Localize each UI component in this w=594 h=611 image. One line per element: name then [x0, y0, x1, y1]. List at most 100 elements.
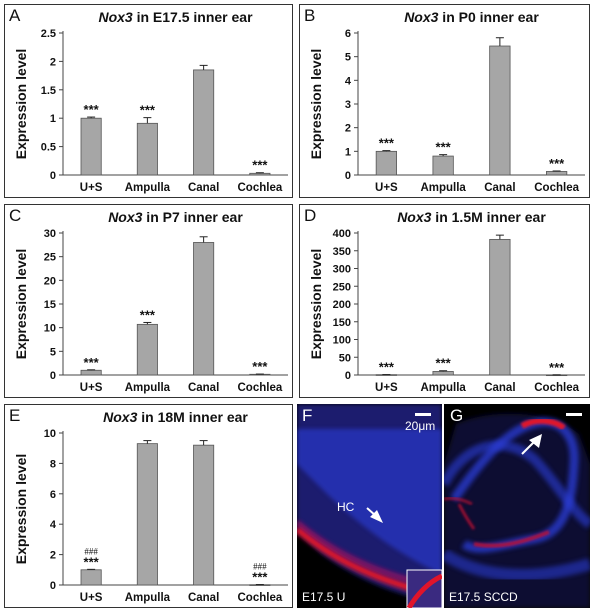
chart-title: Nox3 in 18M inner ear — [103, 409, 248, 425]
micrograph-f: F 20μm HC E17.5 U — [297, 404, 442, 608]
panel-c: Nox3 in P7 inner ear Expression level 0 5 10… — [4, 204, 293, 398]
x-tick-label: U+S — [375, 382, 398, 394]
x-tick-label: U+S — [375, 182, 398, 194]
y-tick-label: 20 — [44, 275, 56, 287]
bar — [432, 155, 454, 176]
bar — [546, 171, 568, 176]
panel-a-letter: A — [9, 6, 21, 25]
x-tick-label: Ampulla — [125, 382, 171, 394]
panel-b: Nox3 in P0 inner ear Expression level 0 1 2 3… — [299, 4, 590, 198]
y-tick-label: 30 — [44, 228, 56, 240]
y-tick-label: 5 — [50, 346, 56, 358]
y-tick-label: 0 — [345, 370, 351, 382]
chart-title: Nox3 in P0 inner ear — [404, 9, 539, 25]
bar — [80, 569, 102, 586]
y-tick-label: 2 — [50, 56, 56, 68]
y-axis-label: Expression level — [13, 249, 29, 360]
y-tick-label: 200 — [333, 299, 351, 311]
x-tick-label: U+S — [80, 182, 103, 194]
significance-stars: *** — [140, 307, 156, 322]
x-tick-label: Cochlea — [238, 182, 283, 194]
bar — [136, 443, 158, 586]
bar — [193, 69, 215, 176]
bar — [193, 444, 215, 586]
chart-title-rest: in P0 inner ear — [438, 9, 539, 25]
panel-e: Nox3 in 18M inner ear Expression level 0 2 4… — [4, 404, 293, 608]
y-tick-label: 6 — [345, 28, 351, 40]
y-tick-label: 0 — [50, 170, 56, 182]
micrograph-f-letter: F — [302, 406, 313, 425]
bar — [80, 117, 102, 176]
bar — [80, 369, 102, 376]
x-tick-label: U+S — [80, 382, 103, 394]
y-tick-label: 250 — [333, 281, 351, 293]
y-tick-label: 1 — [345, 146, 351, 158]
chart-title-gene: Nox3 — [397, 209, 431, 225]
micrograph-g: G E17.5 SCCD — [444, 404, 590, 608]
chart-e: Nox3 in 18M inner ear Expression level 0 2 4… — [13, 409, 288, 604]
y-axis-label: Expression level — [308, 49, 324, 160]
y-tick-label: 2 — [345, 123, 351, 135]
y-tick-label: 100 — [333, 335, 351, 347]
significance-stars: *** — [252, 158, 268, 173]
bar — [489, 45, 511, 176]
y-tick-label: 4 — [345, 75, 352, 87]
chart-title-rest: in P7 inner ear — [142, 209, 243, 225]
bar — [136, 122, 158, 176]
chart-c: Nox3 in P7 inner ear Expression level 0 5 10… — [13, 209, 288, 394]
y-tick-label: 5 — [345, 52, 351, 64]
panel-a: Nox3 in E17.5 inner ear Expression level 0… — [4, 4, 293, 198]
significance-stars: *** — [379, 136, 395, 151]
y-tick-label: 6 — [50, 489, 56, 501]
y-axis-label: Expression level — [308, 249, 324, 360]
bar — [432, 371, 454, 376]
x-tick-label: Canal — [188, 182, 219, 194]
panel-d-letter: D — [304, 206, 317, 225]
chart-title-gene: Nox3 — [108, 209, 142, 225]
bar — [193, 242, 215, 376]
y-tick-label: 0 — [50, 370, 56, 382]
x-tick-label: Canal — [484, 182, 515, 194]
y-tick-label: 2 — [50, 550, 56, 562]
x-tick-label: Cochlea — [534, 182, 579, 194]
y-tick-label: 150 — [333, 317, 351, 329]
y-tick-label: 4 — [50, 519, 57, 531]
y-tick-label: 350 — [333, 246, 351, 258]
y-tick-label: 0 — [345, 170, 351, 182]
bar — [375, 150, 397, 176]
x-tick-label: Cochlea — [238, 592, 283, 604]
x-tick-label: Cochlea — [534, 382, 579, 394]
hair-cell-label: HC — [337, 500, 355, 514]
chart-title-rest: in 18M inner ear — [137, 409, 248, 425]
chart-title-gene: Nox3 — [103, 409, 137, 425]
significance-stars: *** — [252, 570, 268, 585]
micrograph-f-caption: E17.5 U — [302, 590, 346, 604]
significance-stars: *** — [549, 360, 565, 375]
significance-stars: *** — [84, 102, 100, 117]
x-tick-label: Canal — [484, 382, 515, 394]
significance-hashes: ### — [84, 546, 98, 556]
panel-e-letter: E — [9, 406, 21, 425]
significance-stars: *** — [436, 140, 452, 155]
y-tick-label: 15 — [44, 299, 56, 311]
panel-b-letter: B — [304, 6, 316, 25]
bar — [136, 323, 158, 376]
panel-c-letter: C — [9, 206, 22, 225]
micrograph-f-image — [297, 404, 442, 608]
chart-title-rest: in E17.5 inner ear — [133, 9, 253, 25]
y-tick-label: 0.5 — [41, 142, 56, 154]
significance-stars: *** — [436, 356, 452, 371]
chart-a: Nox3 in E17.5 inner ear Expression level 0… — [13, 9, 288, 194]
chart-title: Nox3 in 1.5M inner ear — [397, 209, 546, 225]
micrograph-g-caption: E17.5 SCCD — [449, 590, 518, 604]
chart-d: Nox3 in 1.5M inner ear Expression level 0 5… — [308, 209, 585, 394]
chart-title-gene: Nox3 — [404, 9, 438, 25]
y-tick-label: 1.5 — [41, 85, 56, 97]
significance-hashes: ### — [253, 562, 267, 572]
y-axis-label: Expression level — [13, 49, 29, 160]
significance-stars: *** — [549, 156, 565, 171]
scale-bar-label: 20μm — [405, 419, 436, 433]
y-tick-label: 10 — [44, 323, 56, 335]
chart-title: Nox3 in E17.5 inner ear — [98, 9, 253, 25]
x-tick-label: Ampulla — [420, 182, 466, 194]
